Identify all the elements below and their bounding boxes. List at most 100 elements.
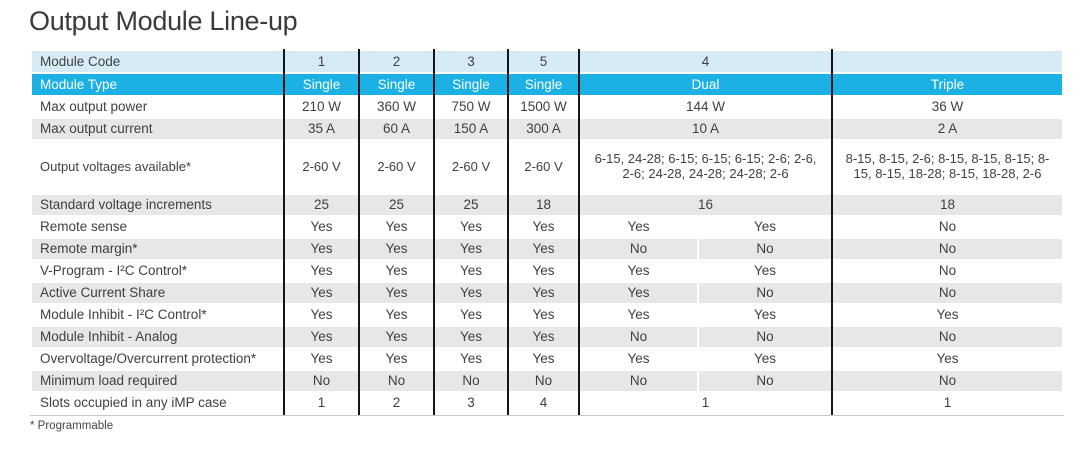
table-row: Output voltages available* 2-60 V 2-60 V 2-…: [32, 141, 1062, 193]
row-label: Output voltages available*: [32, 141, 283, 193]
table-cell: Yes: [580, 261, 697, 281]
table-cell: Yes: [509, 349, 578, 369]
table-cell: 1: [285, 51, 358, 72]
table-cell: Yes: [580, 305, 697, 325]
table-cell: Yes: [285, 327, 358, 347]
table-cell: Yes: [285, 283, 358, 303]
table-cell: 35 A: [285, 119, 358, 139]
table-cell: 36 W: [833, 97, 1062, 117]
table-cell: Yes: [509, 305, 578, 325]
table-cell: Yes: [435, 327, 507, 347]
table-cell: Yes: [580, 349, 697, 369]
table-cell: 144 W: [580, 97, 831, 117]
table-cell: No: [699, 239, 831, 259]
row-label: Remote sense: [32, 217, 283, 237]
table-cell: Yes: [580, 283, 697, 303]
table-cell: 2: [360, 51, 433, 72]
table-cell: No: [580, 371, 697, 391]
row-label: Max output current: [32, 119, 283, 139]
table-cell: Yes: [509, 283, 578, 303]
table-cell: Single: [435, 74, 507, 95]
table-cell: No: [833, 371, 1062, 391]
table-cell: No: [360, 371, 433, 391]
table-cell: 1: [833, 393, 1062, 413]
column-divider: [358, 49, 360, 415]
table-cell: Yes: [360, 283, 433, 303]
table-cell: No: [833, 283, 1062, 303]
row-label: Active Current Share: [32, 283, 283, 303]
table-cell: Yes: [435, 261, 507, 281]
table-cell: Yes: [285, 217, 358, 237]
table-cell: No: [833, 217, 1062, 237]
table-cell: Yes: [360, 217, 433, 237]
table-cell: Yes: [435, 305, 507, 325]
table-row: Minimum load required No No No No No No No: [32, 371, 1062, 391]
table-cell: No: [699, 371, 831, 391]
table-cell: 2-60 V: [435, 141, 507, 193]
row-label: Module Type: [32, 74, 283, 95]
table-cell: 2-60 V: [285, 141, 358, 193]
table-cell: Triple: [833, 74, 1062, 95]
table-cell: No: [833, 327, 1062, 347]
table-cell: 25: [285, 195, 358, 215]
output-module-table-wrap: Module Code 1 2 3 5 4 Module Type Single Single S…: [30, 49, 1064, 416]
table-cell: Yes: [580, 217, 697, 237]
row-label: Remote margin*: [32, 239, 283, 259]
table-cell: Yes: [360, 349, 433, 369]
table-cell: Yes: [360, 261, 433, 281]
table-cell: No: [435, 371, 507, 391]
table-cell: Yes: [699, 261, 831, 281]
table-row: Slots occupied in any iMP case 1 2 3 4 1 1: [32, 393, 1062, 413]
table-cell: Yes: [285, 349, 358, 369]
table-cell: 3: [435, 393, 507, 413]
table-cell: Yes: [833, 305, 1062, 325]
table-cell: Yes: [435, 239, 507, 259]
table-cell: 18: [509, 195, 578, 215]
table-cell: [833, 51, 1062, 72]
table-row: Standard voltage increments 25 25 25 18 16 18: [32, 195, 1062, 215]
table-cell: 210 W: [285, 97, 358, 117]
table-row: Remote margin* Yes Yes Yes Yes No No No: [32, 239, 1062, 259]
table-cell: Yes: [285, 239, 358, 259]
table-cell: Yes: [435, 349, 507, 369]
table-cell: 5: [509, 51, 578, 72]
table-cell: Yes: [509, 261, 578, 281]
table-cell: No: [580, 239, 697, 259]
table-row: Overvoltage/Overcurrent protection* Yes Ye…: [32, 349, 1062, 369]
table-cell: Yes: [833, 349, 1062, 369]
table-cell: 2-60 V: [360, 141, 433, 193]
spec-table-body: Module Code 1 2 3 5 4 Module Type Single Single S…: [32, 51, 1062, 413]
table-cell: Single: [509, 74, 578, 95]
table-cell: 750 W: [435, 97, 507, 117]
column-divider: [283, 49, 285, 415]
table-row: Max output current 35 A 60 A 150 A 300 A 10 A…: [32, 119, 1062, 139]
table-cell: 25: [435, 195, 507, 215]
table-cell: 8-15, 8-15, 2-6; 8-15, 8-15, 8-15; 8-15,…: [833, 141, 1062, 193]
table-cell: 1: [580, 393, 831, 413]
table-cell: Yes: [435, 217, 507, 237]
table-cell: 6-15, 24-28; 6-15; 6-15; 6-15; 2-6; 2-6,…: [580, 141, 831, 193]
row-label: Module Code: [32, 51, 283, 72]
row-label: Minimum load required: [32, 371, 283, 391]
row-label: Standard voltage increments: [32, 195, 283, 215]
table-cell: 16: [580, 195, 831, 215]
table-cell: Yes: [699, 305, 831, 325]
table-cell: Yes: [285, 261, 358, 281]
table-row: Remote sense Yes Yes Yes Yes Yes Yes No: [32, 217, 1062, 237]
table-row: Module Inhibit - I²C Control* Yes Yes Yes Ye…: [32, 305, 1062, 325]
table-cell: 2-60 V: [509, 141, 578, 193]
column-divider: [831, 49, 833, 415]
row-label: V-Program - I²C Control*: [32, 261, 283, 281]
table-cell: No: [699, 327, 831, 347]
table-cell: 25: [360, 195, 433, 215]
row-label: Overvoltage/Overcurrent protection*: [32, 349, 283, 369]
table-cell: Yes: [699, 217, 831, 237]
table-cell: No: [580, 327, 697, 347]
table-cell: Yes: [509, 239, 578, 259]
table-cell: No: [833, 261, 1062, 281]
table-cell: Yes: [285, 305, 358, 325]
row-label: Module Inhibit - Analog: [32, 327, 283, 347]
table-cell: Yes: [360, 327, 433, 347]
table-cell: 60 A: [360, 119, 433, 139]
